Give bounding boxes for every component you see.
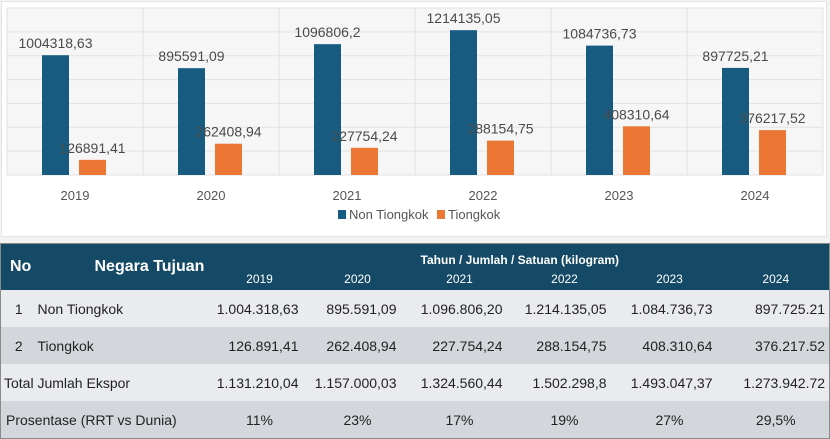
cell-value: 1.157.000,03	[308, 364, 407, 401]
cell-value: 1.096.806,20	[406, 290, 513, 327]
bar-non-tiongkok	[178, 68, 205, 175]
header-no: No	[0, 243, 37, 290]
cell-value: 1.493.047,37	[616, 364, 723, 401]
header-negara-tujuan: Negara Tujuan	[36, 243, 211, 290]
data-label: 895591,09	[158, 48, 224, 64]
export-table: No Negara Tujuan Tahun / Jumlah / Satuan…	[0, 243, 830, 439]
bar-chart: 1004318,63 126891,41 2019 895591,09 262408,9…	[6, 7, 824, 222]
cell-value: 1.004.318,63	[210, 290, 309, 327]
data-label: 227754,24	[331, 128, 397, 144]
legend-label-tiongkok: Tiongkok	[448, 207, 501, 222]
data-label: 897725,21	[702, 48, 768, 64]
data-label: 126891,41	[59, 140, 125, 156]
cell-value: 895.591,09	[308, 290, 407, 327]
cell-value: 376.217.52	[722, 327, 830, 364]
cell-value: 408.310,64	[616, 327, 723, 364]
cell-value: 29,5%	[722, 401, 830, 439]
bar-tiongkok	[759, 130, 786, 175]
x-tick-label: 2023	[605, 188, 634, 203]
cell-value: 23%	[308, 401, 407, 439]
cell-value: 126.891,41	[210, 327, 309, 364]
bar-tiongkok	[487, 140, 514, 175]
cell-value: 897.725.21	[722, 290, 830, 327]
x-tick-label: 2024	[741, 188, 770, 203]
cell-value: 1.084.736,73	[616, 290, 723, 327]
header-year: 2024	[722, 268, 830, 290]
data-label: 1096806,2	[294, 24, 360, 40]
x-tick-label: 2020	[197, 188, 226, 203]
header-year: 2021	[406, 268, 513, 290]
legend-swatch-tiongkok	[437, 210, 445, 219]
row-name: Total Jumlah Ekspor	[0, 364, 211, 401]
header-year: 2019	[210, 268, 309, 290]
legend-label-non-tiongkok: Non Tiongkok	[349, 207, 429, 222]
x-tick-label: 2021	[333, 188, 362, 203]
bar-tiongkok	[79, 159, 106, 175]
bar-non-tiongkok	[450, 30, 477, 175]
data-label: 1214135,05	[427, 10, 501, 26]
data-label: 1084736,73	[563, 26, 637, 42]
data-label: 1004318,63	[19, 35, 93, 51]
bar-non-tiongkok	[722, 67, 749, 175]
table-header-row: No Negara Tujuan Tahun / Jumlah / Satuan…	[0, 243, 830, 290]
data-label: 408310,64	[603, 106, 669, 122]
bar-tiongkok	[215, 143, 242, 175]
cell-value: 27%	[616, 401, 723, 439]
table-row-percentage: Prosentase (RRT vs Dunia) 11% 23% 17% 19…	[0, 401, 830, 439]
table-row-non-tiongkok: 1 Non Tiongkok 1.004.318,63 895.591,09 1…	[0, 290, 830, 327]
row-name: Prosentase (RRT vs Dunia)	[0, 401, 211, 439]
cell-value: 1.214.135,05	[512, 290, 617, 327]
cell-value: 1.502.298,8	[512, 364, 617, 401]
cell-value: 1.131.210,04	[210, 364, 309, 401]
legend-swatch-non-tiongkok	[338, 210, 346, 219]
cell-value: 262.408,94	[308, 327, 407, 364]
bar-tiongkok	[623, 126, 650, 175]
data-label: 288154,75	[467, 121, 533, 137]
table-year-row: 2019 2020 2021 2022 2023 2024	[1, 268, 830, 290]
bar-non-tiongkok	[314, 44, 341, 176]
cell-value: 1.324.560,44	[406, 364, 513, 401]
x-tick-label: 2022	[469, 188, 498, 203]
header-year-group: Tahun / Jumlah / Satuan (kilogram)	[210, 243, 830, 268]
cell-value: 288.154,75	[512, 327, 617, 364]
bar-non-tiongkok	[42, 55, 69, 175]
bar-non-tiongkok	[586, 45, 613, 176]
x-tick-label: 2019	[61, 188, 90, 203]
header-year: 2022	[512, 268, 617, 290]
cell-value: 227.754,24	[406, 327, 513, 364]
cell-value: 19%	[512, 401, 617, 439]
cell-value: 11%	[210, 401, 309, 439]
row-name: Non Tiongkok	[36, 290, 211, 327]
data-label: 376217,52	[739, 110, 805, 126]
row-name: Tiongkok	[36, 327, 211, 364]
table-row-tiongkok: 2 Tiongkok 126.891,41 262.408,94 227.754…	[0, 327, 830, 364]
header-year: 2020	[308, 268, 407, 290]
row-number: 2	[0, 327, 37, 364]
bar-tiongkok	[351, 147, 378, 175]
cell-value: 17%	[406, 401, 513, 439]
data-label: 262408,94	[195, 124, 261, 140]
table-row-total: Total Jumlah Ekspor 1.131.210,04 1.157.0…	[0, 364, 830, 401]
header-year: 2023	[616, 268, 723, 290]
row-number: 1	[0, 290, 37, 327]
cell-value: 1.273.942.72	[722, 364, 830, 401]
